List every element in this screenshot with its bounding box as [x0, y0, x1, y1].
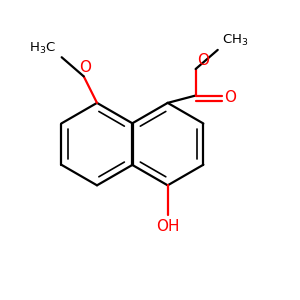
- Text: O: O: [224, 90, 236, 105]
- Text: CH$_3$: CH$_3$: [222, 33, 249, 48]
- Text: O: O: [197, 52, 209, 68]
- Text: O: O: [79, 60, 91, 75]
- Text: OH: OH: [156, 219, 179, 234]
- Text: H$_3$C: H$_3$C: [29, 41, 56, 56]
